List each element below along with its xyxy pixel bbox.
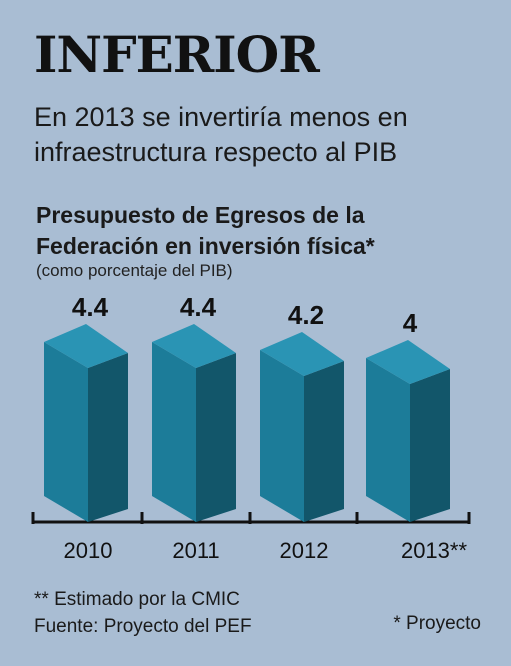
bar-top-face xyxy=(366,340,450,384)
chart-title: Presupuesto de Egresos de la Federación … xyxy=(36,202,375,259)
headline: INFERIOR xyxy=(34,25,320,84)
bar-value-label: 4 xyxy=(403,308,418,338)
bar-front-face xyxy=(260,350,304,522)
x-tick-label: 2010 xyxy=(64,538,113,563)
bar-side-face xyxy=(304,361,344,522)
x-tick-label: 2013** xyxy=(401,538,468,563)
bar-value-label: 4.4 xyxy=(180,292,217,322)
subheadline: En 2013 se invertiría menos en infraestr… xyxy=(34,102,408,167)
bar-value-label: 4.2 xyxy=(288,300,324,330)
x-tick-label: 2011 xyxy=(172,538,219,563)
bar-side-face xyxy=(196,353,236,522)
bar-top-face xyxy=(44,324,128,368)
bar-front-face xyxy=(152,342,196,522)
footnote-estimate: ** Estimado por la CMIC xyxy=(34,589,240,610)
bar-value-label: 4.4 xyxy=(72,292,109,322)
footnotes: ** Estimado por la CMIC Fuente: Proyecto… xyxy=(34,586,252,640)
bar-front-face xyxy=(366,358,410,522)
footnote-project: * Proyecto xyxy=(393,613,481,634)
footnote-source: Fuente: Proyecto del PEF xyxy=(34,616,252,637)
bar-front-face xyxy=(44,342,88,522)
bar-top-face xyxy=(260,332,344,376)
chart-unit-note: (como porcentaje del PIB) xyxy=(36,261,233,280)
bar-side-face xyxy=(88,353,128,522)
bar-top-face xyxy=(152,324,236,368)
bar-side-face xyxy=(410,369,450,522)
x-tick-label: 2012 xyxy=(280,538,329,563)
